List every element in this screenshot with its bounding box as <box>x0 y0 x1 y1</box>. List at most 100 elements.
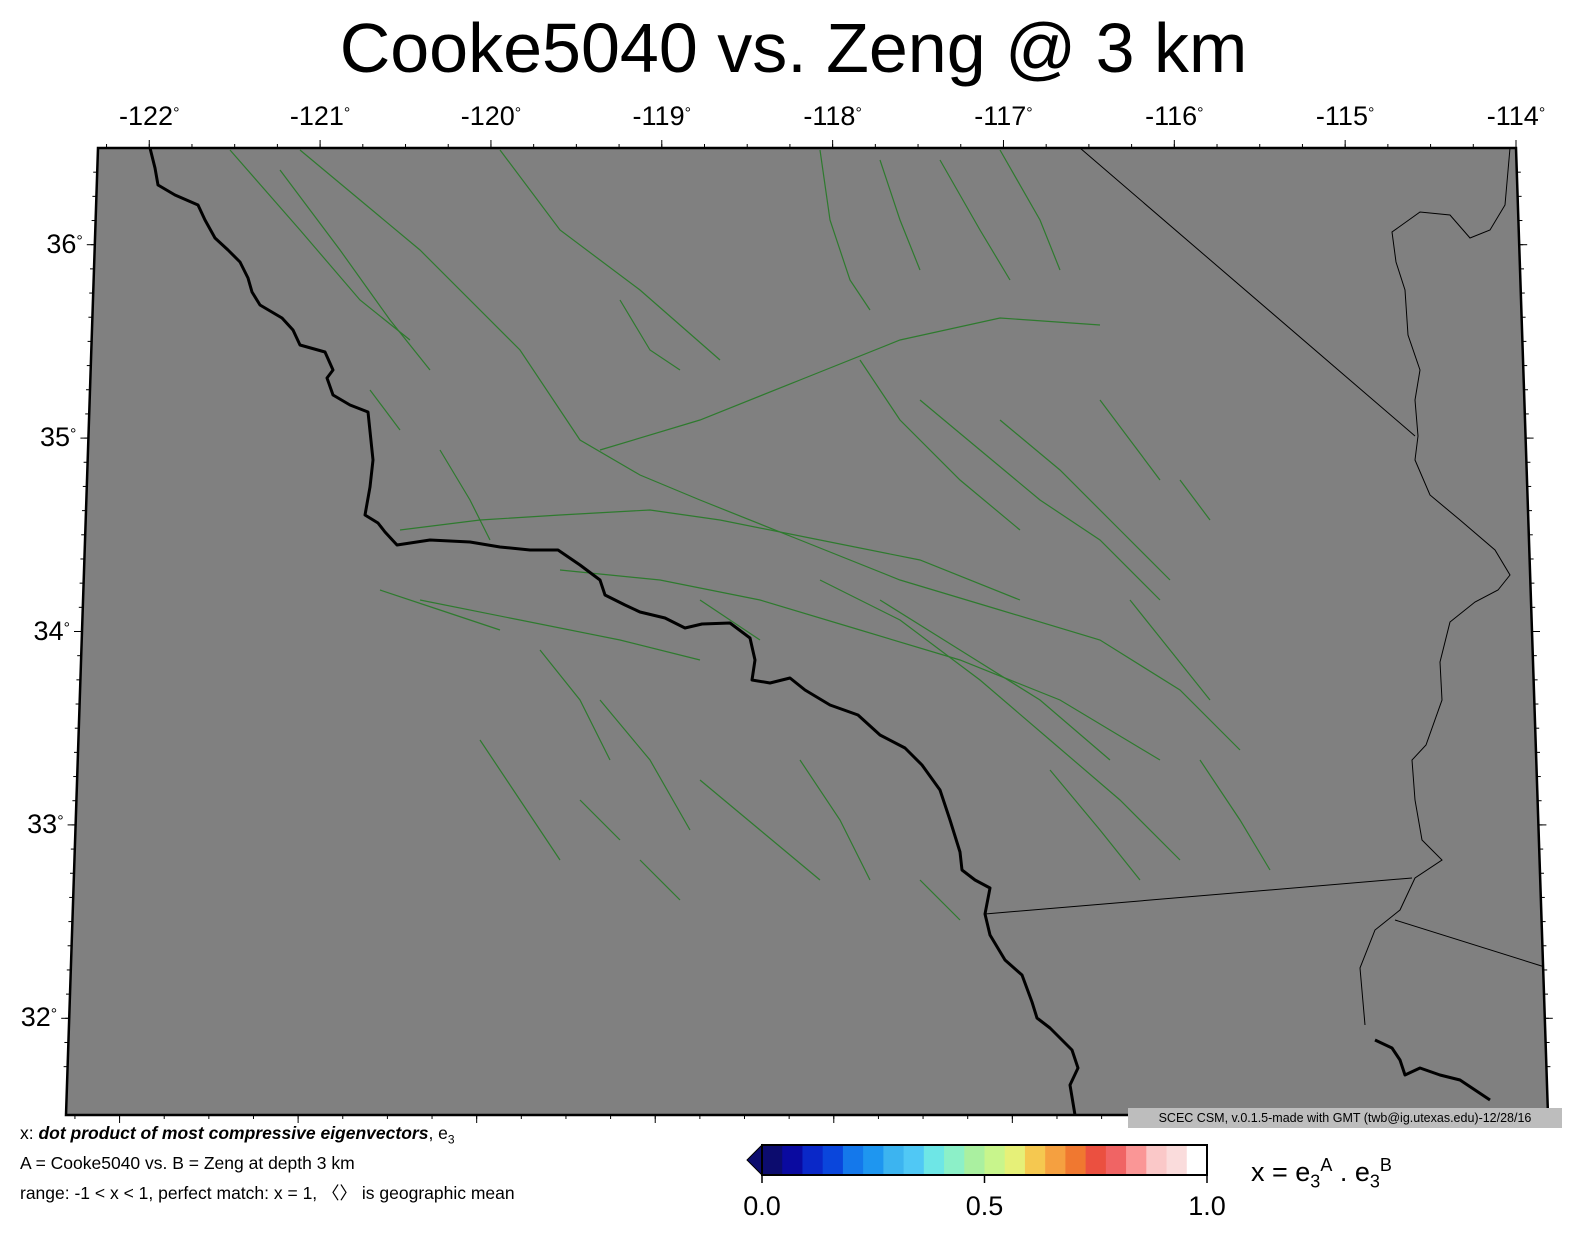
fault-trace <box>819 149 871 311</box>
fault-trace <box>539 649 611 761</box>
lon-label: -116° <box>1145 101 1204 131</box>
fault-trace <box>1129 599 1211 701</box>
formula-sup-1: A <box>1320 1155 1333 1175</box>
lon-label: -118° <box>803 101 862 131</box>
fault-trace <box>479 739 561 861</box>
fault-trace <box>579 799 621 841</box>
fault-trace <box>859 359 1021 531</box>
fault-trace <box>939 159 1011 281</box>
fault-trace <box>639 859 681 901</box>
lat-label: 32° <box>20 1002 58 1033</box>
colorbar-cell <box>1085 1145 1107 1175</box>
caption-line-2: A = Cooke5040 vs. B = Zeng at depth 3 km <box>20 1153 355 1173</box>
colorbar-tick-label: 0.0 <box>743 1191 781 1221</box>
colorbar-tick-label: 0.5 <box>965 1191 1004 1221</box>
fault-trace <box>619 299 681 371</box>
fault-trace <box>299 149 1241 751</box>
fault-trace <box>439 449 491 541</box>
formula-sub-1: 3 <box>1310 1171 1321 1192</box>
us-mexico-border <box>984 877 1413 915</box>
fault-trace <box>699 779 821 881</box>
fault-trace <box>1199 759 1271 871</box>
lon-label: -120° <box>460 101 522 131</box>
colorado-river <box>1359 148 1511 1026</box>
colorbar-cell <box>762 1145 783 1175</box>
caption-line-1: x: dot product of most compressive eigen… <box>20 1122 455 1151</box>
fault-trace <box>599 317 1101 451</box>
fault-trace <box>379 589 501 631</box>
caption-subscript: 3 <box>447 1132 455 1147</box>
lon-label: -115° <box>1315 101 1375 131</box>
california-nevada-border <box>1079 148 1416 437</box>
fault-trace <box>279 169 431 371</box>
formula-sup-2: B <box>1379 1155 1392 1175</box>
fault-trace <box>999 419 1171 581</box>
fault-trace <box>699 599 761 641</box>
fault-trace <box>1049 769 1141 881</box>
lon-label: -121° <box>289 101 351 131</box>
colorbar-formula: x = e3A . e3B <box>1251 1145 1392 1201</box>
fault-trace <box>799 759 871 881</box>
colorbar-cell <box>1004 1145 1026 1175</box>
colorbar-cell <box>923 1145 945 1175</box>
baja-sonora-border <box>1394 919 1548 969</box>
caption-bold: dot product of most compressive eigenvec… <box>38 1123 429 1143</box>
fault-trace <box>399 509 1021 601</box>
caption-prefix: x: <box>20 1123 39 1143</box>
credit-box: SCEC CSM, v.0.1.5-made with GMT (twb@ig.… <box>1128 1108 1562 1128</box>
lon-label: -119° <box>632 101 691 131</box>
colorbar <box>746 1143 1208 1183</box>
lat-label: 35° <box>39 422 77 453</box>
fault-trace <box>599 699 691 831</box>
colorbar-cell <box>863 1145 884 1175</box>
caption-suffix: , e <box>428 1123 448 1143</box>
map-title: Cooke5040 vs. Zeng @ 3 km <box>339 9 1248 87</box>
colorbar-cell <box>1146 1145 1168 1175</box>
fault-trace <box>1179 479 1211 521</box>
baja-coast-east <box>1374 1038 1491 1102</box>
colorbar-tick-label: 1.0 <box>1188 1191 1226 1221</box>
colorbar-cell <box>944 1145 965 1175</box>
coastline <box>148 148 1080 1115</box>
fault-trace <box>559 569 1161 761</box>
lon-label: -114° <box>1486 101 1546 131</box>
fault-trace <box>919 879 961 921</box>
fault-trace <box>919 399 1161 601</box>
fault-trace <box>879 159 921 271</box>
colorbar-cell <box>1166 1145 1188 1175</box>
colorbar-cell <box>1045 1145 1066 1175</box>
colorbar-cell <box>822 1145 844 1175</box>
formula-lhs: x = e <box>1251 1157 1311 1187</box>
colorbar-cell <box>802 1145 824 1175</box>
colorbar-cell <box>842 1145 864 1175</box>
fault-trace <box>999 149 1061 271</box>
map-area <box>66 148 1548 1115</box>
colorbar-cell <box>883 1145 905 1175</box>
fault-trace <box>229 149 411 341</box>
colorbar-cell <box>984 1145 1006 1175</box>
lon-label: -122° <box>119 101 180 131</box>
colorbar-cell <box>1105 1145 1127 1175</box>
colorbar-underflow-triangle <box>746 1143 763 1177</box>
colorbar-cell <box>903 1145 925 1175</box>
fault-trace <box>499 149 721 361</box>
fault-traces <box>229 149 1271 921</box>
fault-trace <box>1099 399 1161 481</box>
fault-trace <box>369 389 401 431</box>
caption-line-3: range: -1 < x < 1, perfect match: x = 1,… <box>20 1183 515 1203</box>
fault-trace <box>879 599 1111 761</box>
fault-trace <box>819 579 1181 861</box>
formula-mid: . e <box>1332 1157 1370 1187</box>
lat-label: 34° <box>33 615 70 646</box>
fault-trace <box>419 599 701 661</box>
lat-label: 33° <box>27 808 64 839</box>
colorbar-cell <box>1024 1145 1046 1175</box>
colorbar-cell <box>1126 1145 1147 1175</box>
colorbar-cell <box>964 1145 985 1175</box>
lon-label: -117° <box>974 101 1033 131</box>
state-borders <box>984 148 1548 1026</box>
formula-sub-2: 3 <box>1369 1171 1380 1192</box>
colorbar-cell <box>1065 1145 1087 1175</box>
colorbar-cell <box>782 1145 803 1175</box>
